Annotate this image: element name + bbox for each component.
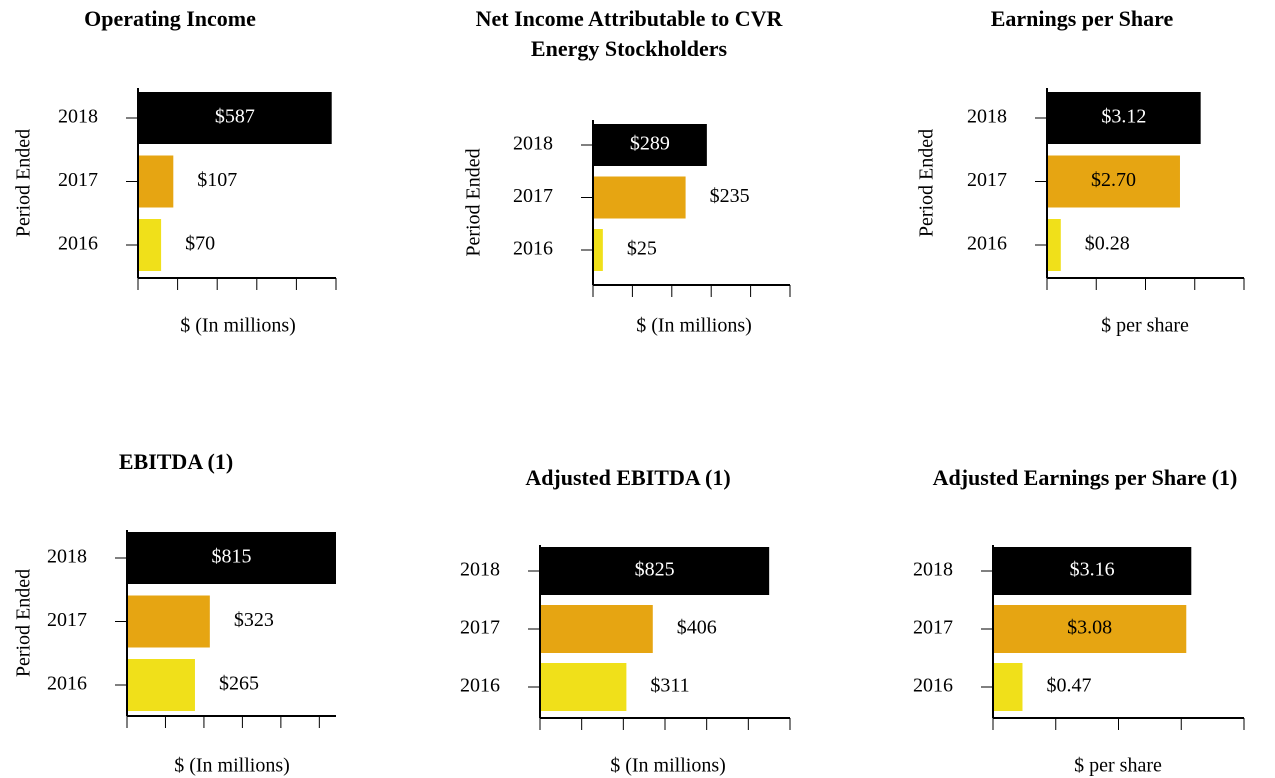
- bar: [127, 532, 336, 584]
- y-tick-label: 2016: [460, 675, 500, 697]
- data-label: $323: [234, 609, 274, 631]
- data-label: $107: [197, 169, 237, 191]
- bar: [540, 663, 627, 711]
- y-axis-label: Period Ended: [463, 148, 485, 256]
- data-label: $3.12: [1101, 106, 1146, 128]
- data-label: $289: [630, 133, 670, 155]
- chart-title: EBITDA (1): [118, 449, 234, 474]
- bar: [540, 547, 770, 595]
- chart-title: Adjusted Earnings per Share (1): [932, 465, 1238, 490]
- data-label: $25: [627, 238, 657, 260]
- bar: [593, 124, 707, 166]
- data-label: $0.28: [1085, 233, 1130, 255]
- data-label: $3.16: [1070, 559, 1115, 581]
- bar: [540, 605, 653, 653]
- data-label: $587: [215, 106, 255, 128]
- bar: [993, 547, 1192, 595]
- chart-title: Earnings per Share: [990, 6, 1174, 31]
- chart-title: Net Income Attributable to CVR Energy St…: [475, 6, 783, 61]
- data-label: $825: [635, 559, 675, 581]
- y-tick-label: 2018: [967, 106, 1007, 128]
- y-tick-label: 2017: [58, 169, 98, 191]
- x-axis-label: $ per share: [1101, 315, 1189, 337]
- x-axis-label: $ (In millions): [610, 755, 726, 777]
- bar: [593, 176, 686, 219]
- y-tick-label: 2017: [47, 609, 87, 631]
- bar: [1047, 92, 1201, 144]
- bar: [127, 595, 210, 648]
- y-tick-label: 2017: [460, 617, 500, 639]
- y-tick-label: 2017: [967, 169, 1007, 191]
- y-tick-label: 2016: [913, 675, 953, 697]
- bar: [138, 155, 174, 208]
- bar: [1047, 155, 1180, 208]
- x-axis-label: $ (In millions): [180, 315, 296, 337]
- x-axis-label: $ (In millions): [636, 315, 752, 337]
- y-tick-label: 2018: [58, 106, 98, 128]
- y-tick-label: 2016: [513, 238, 553, 260]
- y-tick-label: 2017: [513, 185, 553, 207]
- y-tick-label: 2016: [967, 233, 1007, 255]
- data-label: $406: [677, 617, 717, 639]
- x-axis-label: $ per share: [1074, 755, 1162, 777]
- x-axis-label: $ (In millions): [174, 755, 290, 777]
- data-label: $265: [219, 673, 259, 695]
- data-label: $311: [650, 675, 689, 697]
- chart-title: Operating Income: [84, 6, 256, 31]
- chart-title: Adjusted EBITDA (1): [525, 465, 731, 490]
- y-axis-label: Period Ended: [13, 569, 35, 677]
- data-label: $3.08: [1067, 617, 1112, 639]
- y-tick-label: 2017: [913, 617, 953, 639]
- bar: [127, 659, 195, 711]
- y-tick-label: 2016: [47, 673, 87, 695]
- y-tick-label: 2018: [913, 559, 953, 581]
- y-tick-label: 2018: [513, 133, 553, 155]
- bar: [138, 219, 162, 271]
- data-label: $2.70: [1091, 169, 1136, 191]
- data-label: $70: [185, 233, 215, 255]
- y-tick-label: 2018: [47, 546, 87, 568]
- y-axis-label: Period Ended: [13, 129, 35, 237]
- bar: [993, 663, 1023, 711]
- y-axis-label: Period Ended: [916, 129, 938, 237]
- bar: [993, 605, 1187, 653]
- data-label: $0.47: [1046, 675, 1091, 697]
- y-tick-label: 2016: [58, 233, 98, 255]
- bar: [1047, 219, 1061, 271]
- data-label: $815: [212, 546, 252, 568]
- data-label: $235: [710, 185, 750, 207]
- y-tick-label: 2018: [460, 559, 500, 581]
- bar: [593, 229, 603, 271]
- bar: [138, 92, 332, 144]
